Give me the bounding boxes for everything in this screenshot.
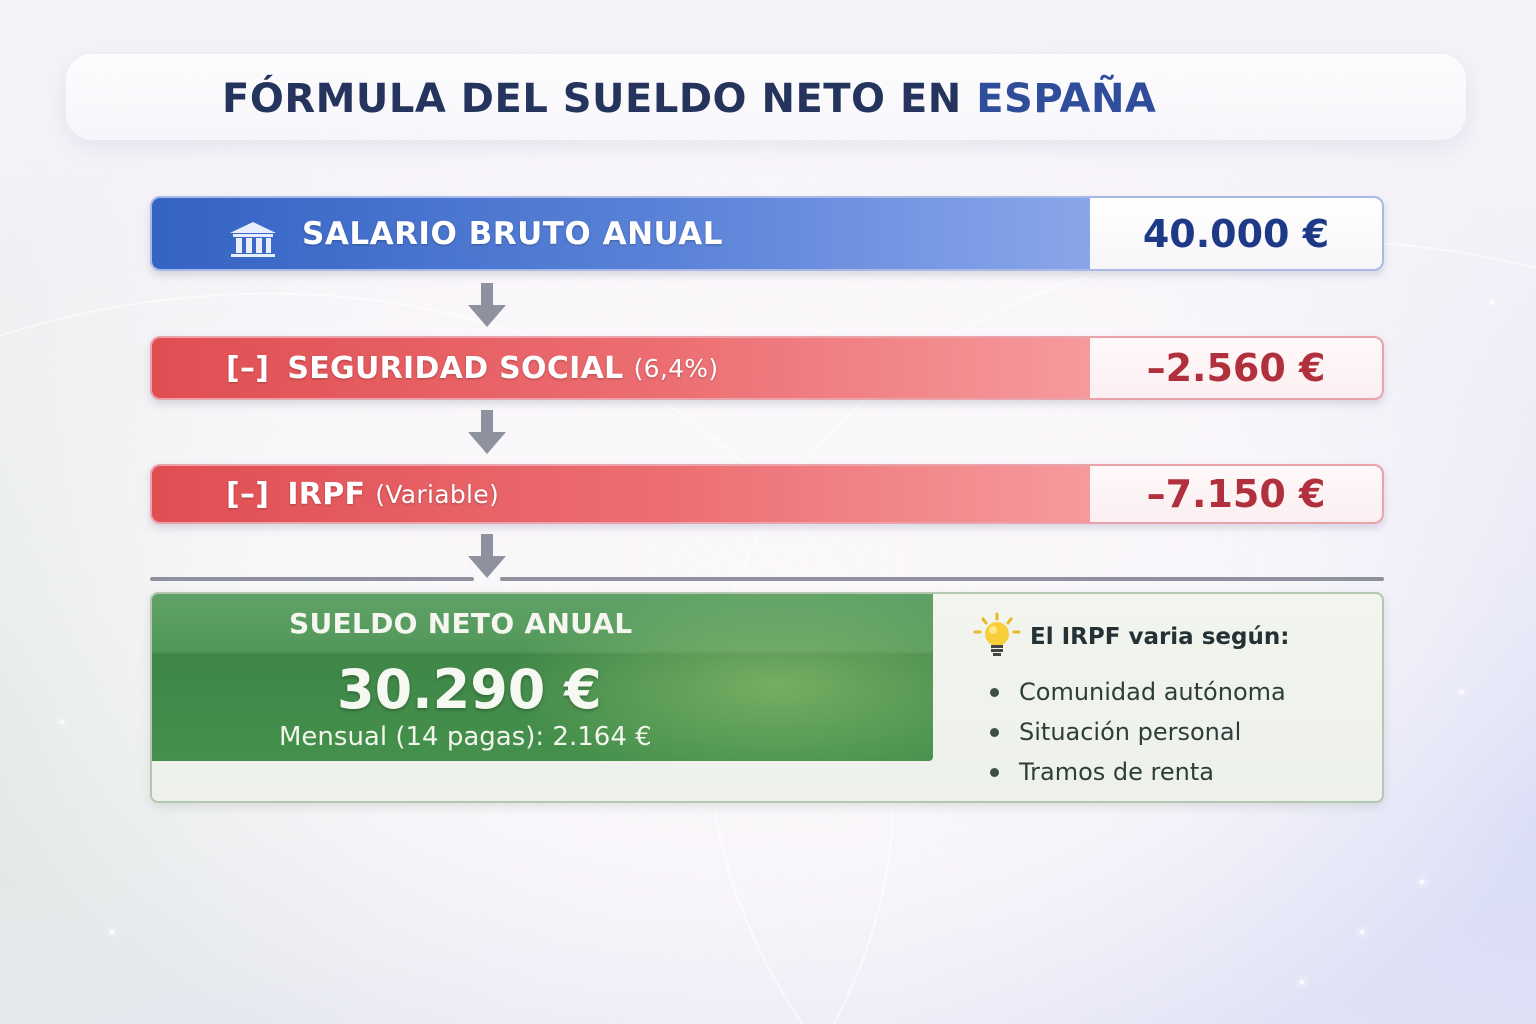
irpf-label: IRPF — [287, 476, 366, 512]
sum-divider — [150, 577, 474, 581]
row-irpf: [–] IRPF (Variable) –7.150 € — [150, 464, 1384, 524]
bullet-icon — [990, 687, 999, 697]
list-item-text: Comunidad autónoma — [1019, 678, 1286, 706]
list-item: Situación personal — [990, 712, 1372, 752]
minus-bracket-icon: [–] — [226, 350, 270, 386]
irpf-info-header: El IRPF varia según: — [952, 612, 1372, 662]
bullet-icon — [990, 727, 999, 737]
seguridad-social-label: SEGURIDAD SOCIAL — [287, 350, 624, 386]
arrow-down-icon — [468, 534, 506, 578]
title-main: FÓRMULA DEL SUELDO NETO EN — [222, 76, 962, 122]
row-salario-bruto: SALARIO BRUTO ANUAL 40.000 € — [150, 196, 1384, 271]
sparkle — [1460, 690, 1464, 694]
minus-bracket-icon: [–] — [226, 476, 270, 512]
list-item: Tramos de renta — [990, 752, 1372, 792]
sueldo-neto-value: 30.290 € — [337, 658, 602, 721]
list-item: Comunidad autónoma — [990, 672, 1372, 712]
irpf-detail: (Variable) — [375, 479, 500, 509]
sparkle — [110, 930, 114, 934]
lightbulb-icon — [973, 612, 1021, 656]
bank-icon — [230, 222, 276, 257]
list-item-text: Situación personal — [1019, 718, 1242, 746]
irpf-factors-list: Comunidad autónoma Situación personal Tr… — [990, 672, 1372, 792]
row-label-bg: [–] SEGURIDAD SOCIAL (6,4%) — [152, 338, 1090, 398]
page-title: FÓRMULA DEL SUELDO NETO EN ESPAÑA — [222, 76, 1156, 122]
row-seguridad-social: [–] SEGURIDAD SOCIAL (6,4%) –2.560 € — [150, 336, 1384, 400]
sparkle — [1360, 930, 1364, 934]
sueldo-neto-label: SUELDO NETO ANUAL — [289, 607, 633, 640]
seguridad-social-rate: (6,4%) — [633, 353, 719, 383]
sparkle — [60, 720, 64, 724]
salario-bruto-value: 40.000 € — [1090, 198, 1382, 269]
sparkle — [1490, 300, 1494, 304]
arrow-down-icon — [468, 283, 506, 327]
sueldo-neto-monthly: Mensual (14 pagas): 2.164 € — [279, 722, 652, 752]
row-label-bg: [–] IRPF (Variable) — [152, 466, 1090, 522]
irpf-info-panel: El IRPF varia según: Comunidad autónoma … — [952, 612, 1372, 792]
result-box: SUELDO NETO ANUAL 30.290 € Mensual (14 p… — [150, 592, 1384, 803]
title-panel — [66, 54, 1466, 140]
salario-bruto-label: SALARIO BRUTO ANUAL — [302, 215, 723, 252]
list-item-text: Tramos de renta — [1019, 758, 1214, 786]
row-label-bg: SALARIO BRUTO ANUAL — [152, 198, 1090, 269]
sueldo-neto-header — [152, 594, 933, 652]
sparkle — [1300, 980, 1304, 984]
arrow-down-icon — [468, 410, 506, 454]
bullet-icon — [990, 767, 999, 777]
title-accent: ESPAÑA — [976, 76, 1157, 122]
irpf-value: –7.150 € — [1090, 466, 1382, 522]
seguridad-social-value: –2.560 € — [1090, 338, 1382, 398]
sparkle — [1420, 880, 1424, 884]
sum-divider — [500, 577, 1384, 581]
sueldo-neto-panel: SUELDO NETO ANUAL 30.290 € Mensual (14 p… — [152, 594, 933, 761]
irpf-info-title: El IRPF varia según: — [1030, 624, 1290, 650]
